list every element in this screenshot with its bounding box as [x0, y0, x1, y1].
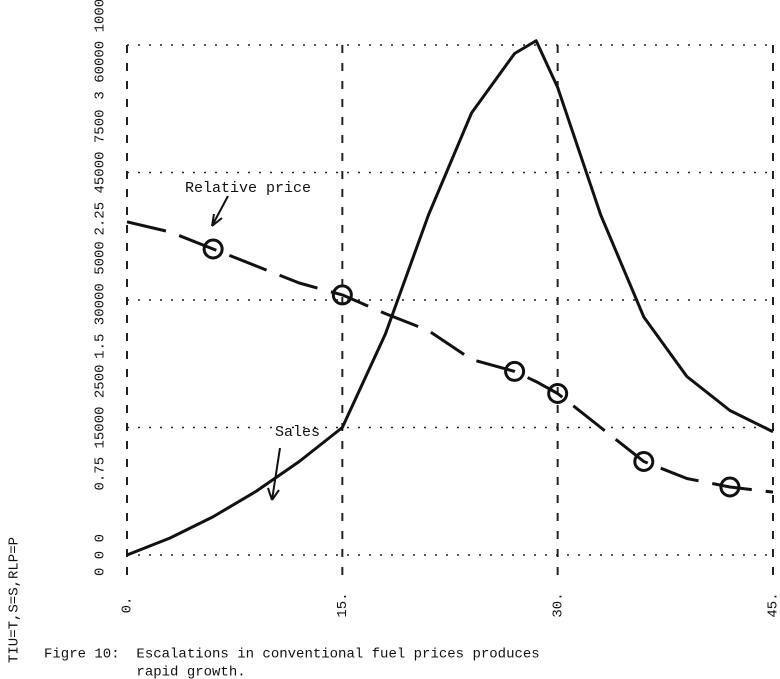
- annotation: Sales: [275, 424, 320, 441]
- x-tick-label: 15.: [335, 592, 351, 617]
- data-line: [126, 220, 774, 494]
- point-marker: [633, 451, 655, 472]
- annotation: Relative price: [185, 180, 311, 197]
- y-tick-label: 0 0 0: [93, 534, 109, 576]
- y-tick-label: 0.75 15000 2500: [93, 364, 109, 490]
- point-marker: [547, 383, 569, 404]
- x-tick-label: 45.: [766, 592, 780, 617]
- annotation-arrow: [211, 195, 229, 227]
- y-tick-label: 2.25 45000 7500: [93, 109, 109, 235]
- y-axis-label: TIU=T,S=S,RLP=P: [7, 537, 23, 663]
- point-marker: [719, 476, 741, 498]
- point-marker: [331, 284, 353, 306]
- caption: rapid growth.: [44, 665, 246, 679]
- caption: Figre 10: Escalations in conventional fu…: [44, 647, 540, 663]
- y-tick-label: 1.5 30000 5000: [93, 241, 109, 359]
- annotation-arrow: [267, 447, 281, 501]
- x-tick-label: 0.: [120, 597, 136, 614]
- point-marker: [504, 360, 526, 382]
- point-marker: [202, 238, 224, 260]
- y-tick-label: 3 60000 10000: [93, 0, 109, 100]
- data-line: [126, 39, 774, 557]
- x-tick-label: 30.: [550, 592, 566, 617]
